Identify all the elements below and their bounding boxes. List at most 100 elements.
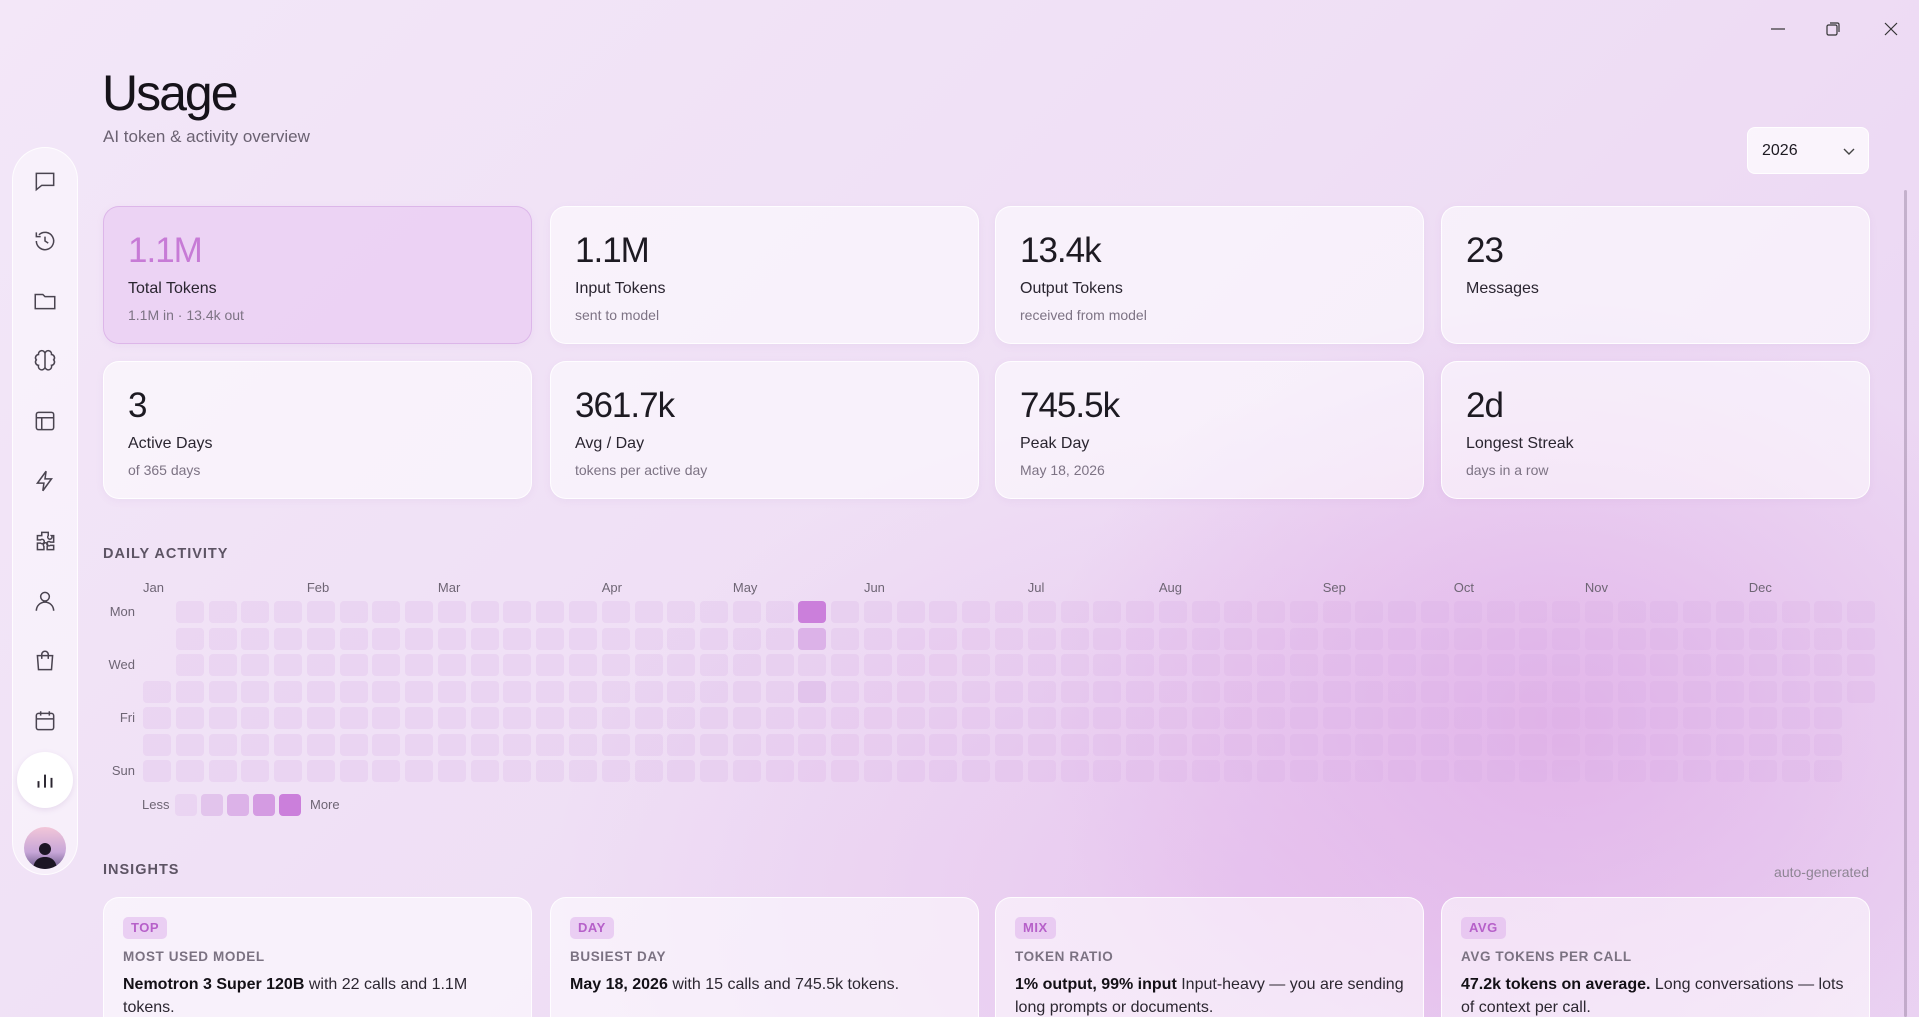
heatmap-cell: [1224, 680, 1253, 703]
heatmap-cell: [1027, 707, 1056, 729]
heatmap-cell: [503, 680, 532, 703]
heatmap-cell: [470, 733, 499, 756]
heatmap-cell: [1027, 680, 1056, 703]
insight-highlight: May 18, 2026: [570, 976, 668, 993]
heatmap-cell: [601, 760, 630, 782]
heatmap-cell: [536, 601, 565, 623]
heatmap-cell: [339, 760, 368, 782]
heatmap-cell: [1650, 707, 1679, 729]
nav-actions[interactable]: [27, 463, 63, 499]
nav-history[interactable]: [27, 223, 63, 259]
heatmap-cell: [1191, 627, 1220, 650]
heatmap-cell: [1486, 707, 1515, 729]
heatmap-cell: [962, 707, 991, 729]
day-label: Wed: [108, 657, 136, 672]
heatmap-cell: [536, 707, 565, 729]
heatmap-cell: [1584, 707, 1613, 729]
stat-label: Messages: [1466, 280, 1539, 297]
chevron: [1843, 148, 1855, 155]
heatmap-cell: [765, 654, 794, 676]
stat-label: Output Tokens: [1020, 280, 1123, 297]
stat-label: Active Days: [128, 435, 213, 452]
heatmap-cell: [1715, 707, 1744, 729]
heatmap-cell: [995, 733, 1024, 756]
month-label: Nov: [1584, 580, 1608, 595]
heatmap-cell: [1814, 680, 1843, 703]
heatmap-cell: [1158, 760, 1187, 782]
heatmap-cell: [143, 707, 171, 729]
heatmap-cell: [569, 654, 597, 676]
stat-card: 3 Active Days of 365 days: [103, 361, 532, 499]
heatmap-cell: [1257, 707, 1286, 729]
legend-swatch: [175, 794, 197, 816]
heatmap-cell: [929, 760, 958, 782]
heatmap-cell: [1158, 680, 1187, 703]
heatmap-cell: [274, 654, 303, 676]
heatmap-cell: [1617, 627, 1646, 650]
heatmap-cell: [831, 680, 860, 703]
nav-chat[interactable]: [27, 163, 63, 199]
heatmap-cell: [601, 680, 630, 703]
heatmap-cell: [863, 627, 892, 650]
heatmap-cell: [1519, 627, 1548, 650]
minimize-button[interactable]: [1767, 18, 1789, 40]
heatmap-cell: [1289, 760, 1318, 782]
heatmap-cell: [1126, 707, 1155, 729]
year-select[interactable]: 2026: [1747, 127, 1869, 174]
heatmap-cell: [1453, 733, 1482, 756]
heatmap-cell: [175, 601, 204, 623]
nav-profile[interactable]: [27, 583, 63, 619]
heatmap-cell: [339, 707, 368, 729]
heatmap-cell: [1060, 680, 1089, 703]
heatmap-cell: [1355, 707, 1384, 729]
heatmap-cell: [863, 760, 892, 782]
heatmap-cell: [274, 627, 303, 650]
heatmap-cell: [1126, 654, 1155, 676]
nav-calendar[interactable]: [27, 703, 63, 739]
heatmap-cell: [929, 627, 958, 650]
heatmap-cell: [634, 733, 663, 756]
heatmap-cell: [1224, 627, 1253, 650]
nav-brain[interactable]: [27, 343, 63, 379]
heatmap-cell: [667, 707, 696, 729]
heatmap-cell: [667, 627, 696, 650]
heatmap-cell: [1158, 733, 1187, 756]
close-button[interactable]: [1880, 18, 1902, 40]
heatmap-cell: [765, 680, 794, 703]
heatmap-cell: [1748, 627, 1777, 650]
insight-heading: TOKEN RATIO: [1015, 949, 1114, 964]
heatmap-cell: [1257, 680, 1286, 703]
legend-less: Less: [142, 797, 170, 812]
heatmap-cell: [241, 707, 270, 729]
insight-card: AVG AVG TOKENS PER CALL 47.2k tokens on av…: [1441, 897, 1870, 1017]
heatmap-cell: [372, 707, 401, 729]
nav-files[interactable]: [27, 283, 63, 319]
nav-layout[interactable]: [27, 403, 63, 439]
stat-value: 3: [128, 386, 147, 425]
section-title: DAILY ACTIVITY: [103, 546, 229, 562]
heatmap-cell: [1421, 601, 1450, 623]
nav-store[interactable]: [27, 643, 63, 679]
section-title: INSIGHTS: [103, 862, 180, 878]
heatmap-cell: [667, 760, 696, 782]
heatmap-cell: [798, 707, 827, 729]
heatmap-cell: [1453, 654, 1482, 676]
heatmap-cell: [306, 680, 335, 703]
heatmap-cell: [798, 627, 827, 650]
insight-body: Nemotron 3 Super 120B with 22 calls and …: [123, 973, 513, 1017]
user-avatar[interactable]: [22, 825, 68, 871]
nav-usage[interactable]: [17, 752, 73, 808]
heatmap-cell: [1617, 601, 1646, 623]
nav-plugins[interactable]: [27, 523, 63, 559]
heatmap-cell: [175, 680, 204, 703]
heatmap-cell: [896, 627, 925, 650]
legend-swatch: [227, 794, 249, 816]
heatmap-cell: [1257, 733, 1286, 756]
restore-button[interactable]: [1822, 18, 1844, 40]
stat-label: Total Tokens: [128, 280, 217, 297]
heatmap-cell: [1257, 654, 1286, 676]
heatmap-cell: [569, 680, 597, 703]
heatmap-cell: [765, 760, 794, 782]
heatmap-cell: [437, 627, 466, 650]
insight-badge: TOP: [123, 917, 167, 939]
